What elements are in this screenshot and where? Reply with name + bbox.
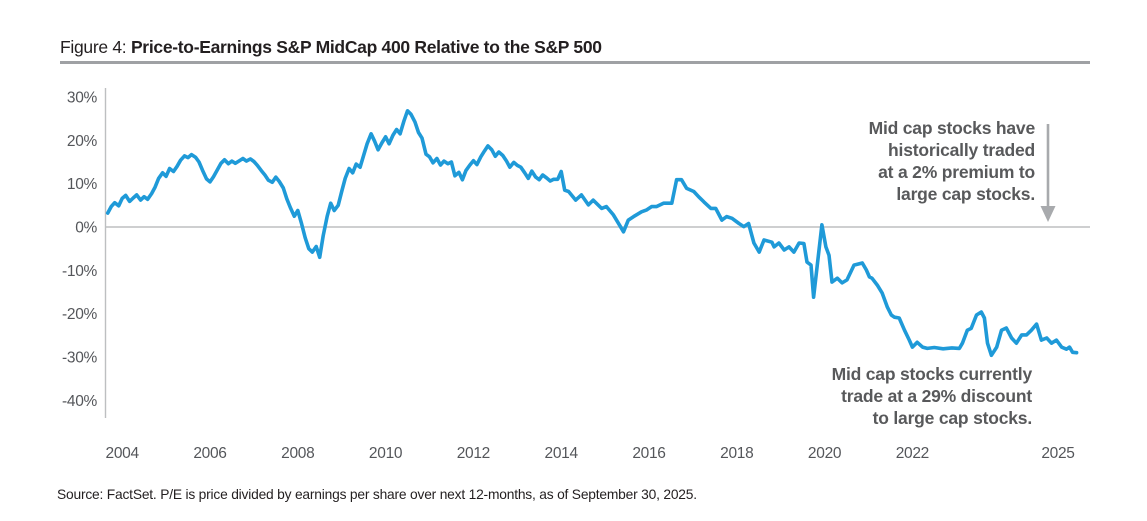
x-tick-label: 2025 (1041, 445, 1074, 462)
annotation-line: at a 2% premium to (878, 162, 1035, 182)
title-divider (60, 61, 1090, 64)
y-tick-label: -10% (62, 263, 98, 280)
source-note: Source: FactSet. P/E is price divided by… (57, 487, 697, 502)
annotation-line: historically traded (888, 140, 1035, 160)
x-tick-label: 2022 (896, 445, 929, 462)
annotation-line: trade at a 29% discount (841, 386, 1032, 406)
x-tick-label: 2018 (720, 445, 753, 462)
annotation-line: to large cap stocks. (872, 408, 1033, 428)
annotation-line: Mid cap stocks have (868, 118, 1036, 138)
x-tick-label: 2012 (457, 445, 490, 462)
x-tick-label: 2016 (632, 445, 665, 462)
y-tick-label: 0% (75, 220, 97, 237)
annotation-line: large cap stocks. (896, 184, 1035, 204)
down-arrow-head-icon (1040, 206, 1056, 222)
x-tick-label: 2010 (369, 445, 403, 462)
annotation-historical-premium: Mid cap stocks have historically traded … (868, 117, 1036, 205)
figure-title-text: Price-to-Earnings S&P MidCap 400 Relativ… (130, 37, 602, 57)
y-tick-label: 20% (67, 133, 98, 150)
x-tick-label: 2004 (106, 445, 140, 462)
y-tick-label: -30% (62, 350, 98, 367)
annotation-line: Mid cap stocks currently (831, 364, 1033, 384)
x-tick-label: 2006 (193, 445, 226, 462)
pe-relative-line (105, 109, 1079, 358)
y-tick-label: 10% (67, 176, 98, 193)
figure-number-label: Figure 4: (60, 37, 127, 57)
figure-title: Figure 4: Price-to-Earnings S&P MidCap 4… (60, 37, 602, 58)
x-tick-label: 2008 (281, 445, 314, 462)
x-tick-label: 2014 (545, 445, 579, 462)
annotation-current-discount: Mid cap stocks currently trade at a 29% … (831, 363, 1033, 429)
y-tick-label: 30% (67, 89, 98, 106)
y-tick-label: -40% (62, 393, 98, 410)
x-tick-label: 2020 (808, 445, 842, 462)
y-tick-label: -20% (62, 306, 98, 323)
